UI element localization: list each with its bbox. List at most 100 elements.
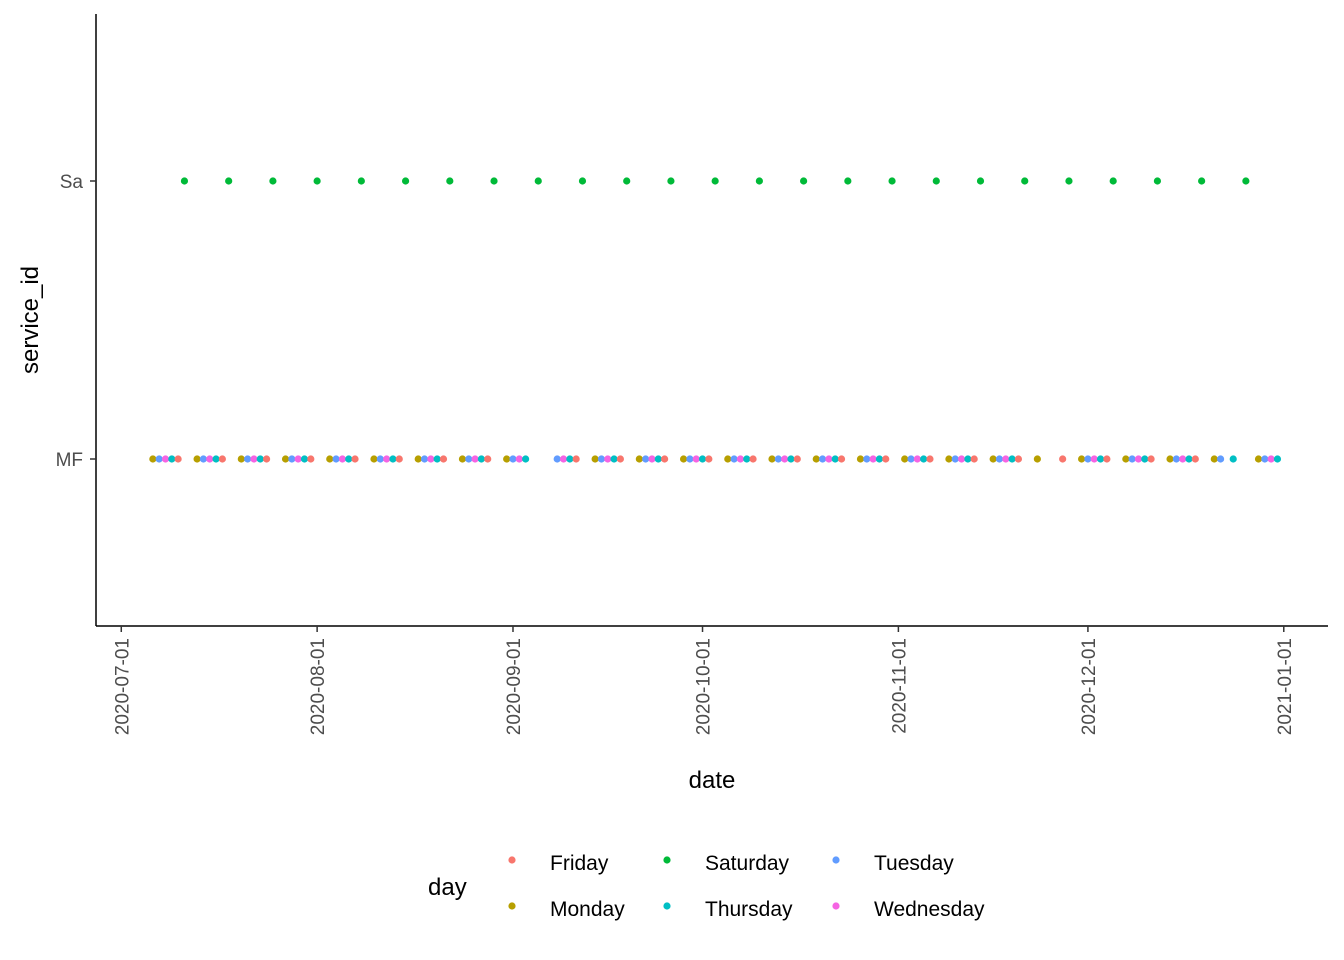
- point-thursday-2020-10-08: [743, 455, 751, 463]
- point-monday-2020-12-28: [1254, 455, 1263, 463]
- y-axis-title: service_id: [17, 266, 44, 374]
- point-tuesday-2020-12-01: [1084, 455, 1092, 463]
- point-tuesday-2020-09-01: [509, 455, 517, 463]
- x-tick-label-2020-11-01: 2020-11-01: [889, 638, 910, 734]
- point-tuesday-2020-10-20: [818, 455, 827, 463]
- point-monday-2020-12-21: [1210, 455, 1218, 463]
- point-wednesday-2020-12-16: [1179, 455, 1187, 463]
- point-monday-2020-10-26: [856, 455, 865, 463]
- point-tuesday-2020-10-27: [863, 455, 871, 463]
- legend-key-monday: [508, 902, 516, 910]
- point-tuesday-2020-12-08: [1128, 455, 1136, 463]
- point-thursday-2020-10-29: [875, 455, 884, 463]
- point-monday-2020-10-05: [724, 455, 732, 463]
- point-thursday-2020-08-20: [433, 455, 441, 463]
- legend-key-thursday: [663, 902, 671, 910]
- point-saturday-2020-07-11: [180, 177, 189, 185]
- point-friday-2020-07-10: [174, 455, 182, 463]
- point-thursday-2020-07-09: [168, 455, 176, 463]
- x-tick-label-2020-09-01: 2020-09-01: [504, 638, 525, 735]
- point-monday-2020-12-14: [1166, 455, 1174, 463]
- point-saturday-2020-10-31: [888, 177, 896, 185]
- point-monday-2020-07-20: [237, 455, 245, 463]
- point-thursday-2020-09-10: [566, 455, 574, 463]
- point-saturday-2020-11-28: [1065, 177, 1073, 185]
- point-monday-2020-08-24: [458, 455, 467, 463]
- point-monday-2020-09-14: [591, 455, 599, 463]
- point-wednesday-2020-10-14: [781, 455, 789, 463]
- point-tuesday-2020-12-29: [1261, 455, 1269, 463]
- point-thursday-2020-12-10: [1141, 455, 1149, 463]
- x-tick-label-2020-08-01: 2020-08-01: [308, 638, 329, 735]
- point-thursday-2020-08-13: [389, 455, 397, 463]
- point-tuesday-2020-11-10: [951, 455, 959, 463]
- point-saturday-2020-07-18: [225, 177, 233, 185]
- point-wednesday-2020-07-15: [206, 455, 214, 463]
- point-tuesday-2020-10-06: [730, 455, 738, 463]
- point-monday-2020-08-31: [503, 455, 511, 463]
- point-thursday-2020-10-01: [698, 455, 707, 463]
- legend-label-monday: Monday: [550, 898, 625, 921]
- point-saturday-2020-12-19: [1198, 177, 1206, 185]
- point-thursday-2020-09-17: [610, 455, 618, 463]
- point-tuesday-2020-11-17: [995, 455, 1004, 463]
- point-monday-2020-10-12: [768, 455, 776, 463]
- point-monday-2020-11-16: [989, 455, 997, 463]
- point-saturday-2020-09-26: [667, 177, 675, 185]
- point-thursday-2020-12-31: [1273, 455, 1282, 463]
- point-saturday-2020-12-12: [1153, 177, 1162, 185]
- point-friday-2020-12-18: [1191, 455, 1199, 463]
- point-monday-2020-07-27: [281, 455, 290, 463]
- point-monday-2020-08-10: [370, 455, 378, 463]
- point-saturday-2020-08-29: [490, 177, 498, 185]
- point-tuesday-2020-07-21: [244, 455, 252, 463]
- point-tuesday-2020-07-07: [155, 455, 163, 463]
- y-axis: MF Sa: [56, 172, 96, 471]
- point-wednesday-2020-10-21: [825, 455, 833, 463]
- point-tuesday-2020-11-03: [907, 455, 915, 463]
- point-saturday-2020-12-26: [1242, 177, 1250, 185]
- point-wednesday-2020-08-12: [383, 455, 391, 463]
- point-thursday-2020-07-30: [300, 455, 309, 463]
- legend-key-tuesday: [832, 856, 840, 864]
- point-monday-2020-11-23: [1033, 455, 1041, 463]
- point-thursday-2020-11-19: [1008, 455, 1016, 463]
- point-wednesday-2020-08-26: [471, 455, 479, 463]
- point-tuesday-2020-07-28: [288, 455, 296, 463]
- legend-title: day: [428, 874, 467, 901]
- point-wednesday-2020-11-04: [913, 455, 921, 463]
- point-friday-2020-12-11: [1147, 455, 1155, 463]
- x-tick-label-2021-01-01: 2021-01-01: [1275, 638, 1296, 735]
- point-friday-2020-08-07: [351, 455, 359, 463]
- point-wednesday-2020-10-07: [736, 455, 745, 463]
- point-saturday-2020-08-15: [401, 177, 410, 185]
- point-tuesday-2020-10-13: [774, 455, 782, 463]
- legend-label-thursday: Thursday: [705, 898, 793, 921]
- legend-key-saturday: [663, 856, 671, 864]
- point-saturday-2020-09-05: [534, 177, 542, 185]
- point-saturday-2020-12-05: [1109, 177, 1117, 185]
- point-wednesday-2020-08-19: [427, 455, 435, 463]
- point-wednesday-2020-08-05: [338, 455, 346, 463]
- point-tuesday-2020-07-14: [199, 455, 208, 463]
- point-wednesday-2020-12-02: [1090, 455, 1098, 463]
- point-friday-2020-10-09: [749, 455, 757, 463]
- y-tick-label-MF: MF: [56, 450, 83, 471]
- point-thursday-2020-12-03: [1096, 455, 1105, 463]
- point-thursday-2020-07-23: [256, 455, 264, 463]
- points-layer: [149, 177, 1282, 463]
- legend-label-tuesday: Tuesday: [874, 852, 954, 875]
- point-saturday-2020-07-25: [269, 177, 277, 185]
- point-saturday-2020-10-10: [755, 177, 763, 185]
- point-friday-2020-07-17: [218, 455, 226, 463]
- point-tuesday-2020-09-08: [553, 455, 561, 463]
- point-tuesday-2020-09-15: [597, 455, 606, 463]
- point-wednesday-2020-11-11: [957, 455, 966, 463]
- y-tick-label-Sa: Sa: [60, 172, 84, 193]
- point-friday-2020-07-31: [307, 455, 315, 463]
- point-monday-2020-09-28: [679, 455, 688, 463]
- point-wednesday-2020-09-30: [692, 455, 700, 463]
- point-saturday-2020-11-07: [932, 177, 940, 185]
- point-friday-2020-08-28: [484, 455, 492, 463]
- point-friday-2020-09-18: [616, 455, 624, 463]
